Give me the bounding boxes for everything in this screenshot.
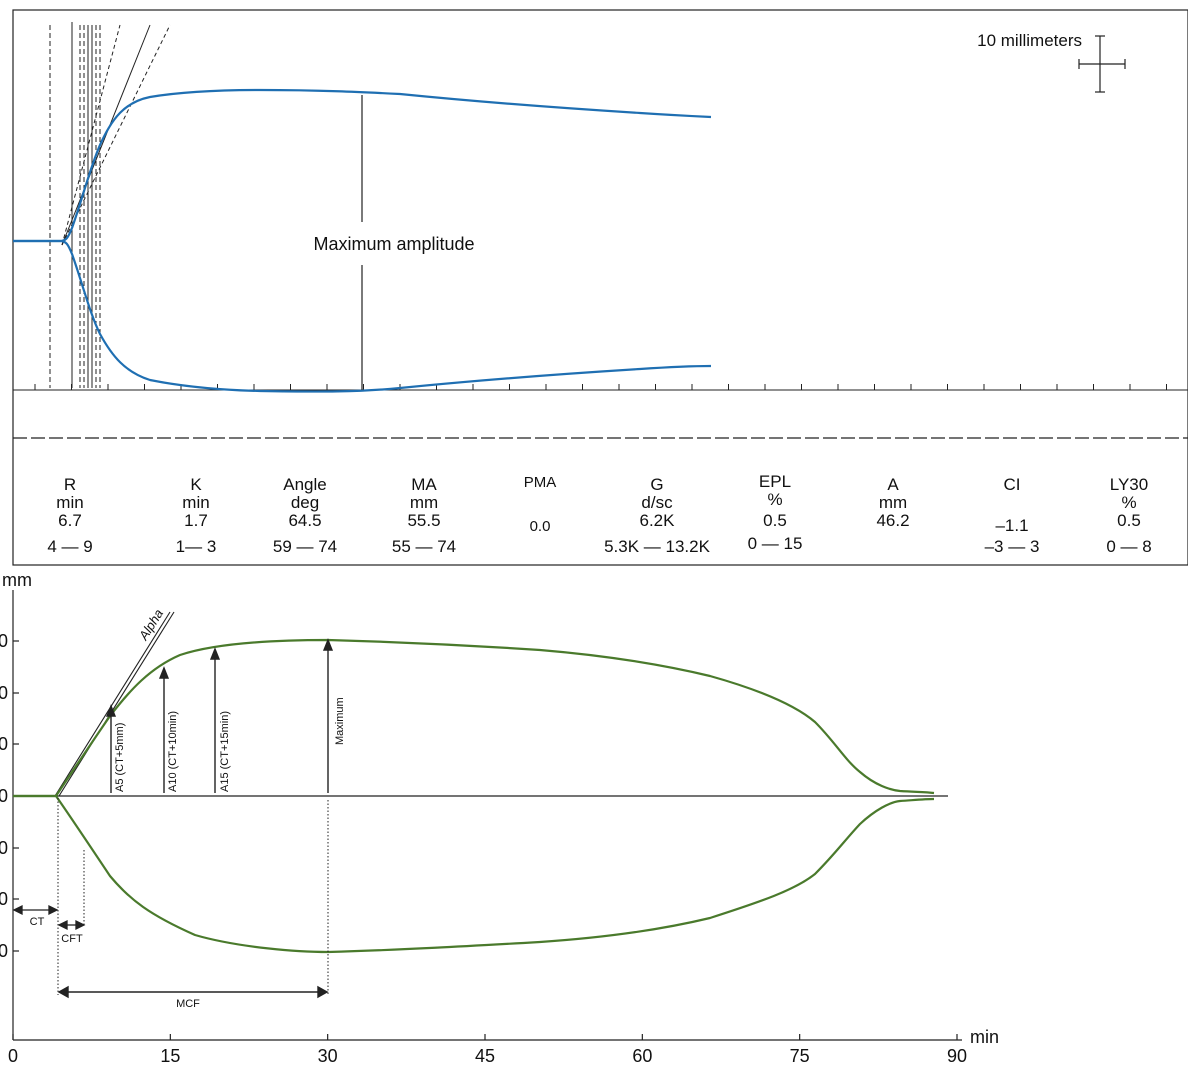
- teg-param-epl: EPL % 0.5 0 — 15: [748, 472, 803, 553]
- param-unit: deg: [291, 493, 319, 512]
- teg-parameter-table: R min 6.7 4 — 9 K min 1.7 1— 3 Angle deg…: [47, 472, 1151, 556]
- param-unit: %: [767, 490, 782, 509]
- teg-trace-lower: [13, 239, 712, 393]
- rotem-y-tick-label: 0: [0, 786, 8, 806]
- rotem-y-unit: mm: [2, 570, 32, 590]
- teg-scale-cross-icon: [1078, 35, 1126, 93]
- param-range: 1— 3: [176, 537, 217, 556]
- param-name: Angle: [283, 475, 326, 494]
- param-range: 59 — 74: [273, 537, 337, 556]
- param-value: 55.5: [407, 511, 440, 530]
- rotem-cft-arrow: [57, 919, 86, 931]
- param-value: 64.5: [288, 511, 321, 530]
- rotem-x-tick-label: 60: [632, 1046, 652, 1066]
- param-value: 0.5: [1117, 511, 1141, 530]
- teg-panel-border: [12, 9, 1188, 566]
- param-name: CI: [1004, 475, 1021, 494]
- param-unit: d/sc: [641, 493, 673, 512]
- param-value: 6.2K: [640, 511, 676, 530]
- param-unit: min: [56, 493, 83, 512]
- teg-trace-upper: [13, 88, 712, 243]
- rotem-ct-arrow: [12, 904, 59, 916]
- param-range: 0 — 15: [748, 534, 803, 553]
- param-name: MA: [411, 475, 437, 494]
- rotem-trace-lower: [13, 794, 935, 954]
- teg-param-ly30: LY30 % 0.5 0 — 8: [1106, 475, 1151, 556]
- param-name: K: [190, 475, 202, 494]
- param-value: 0.5: [763, 511, 787, 530]
- rotem-x-tick-label: 90: [947, 1046, 967, 1066]
- rotem-mcf-arrow: [57, 985, 329, 999]
- rotem-mcf-label: MCF: [176, 998, 200, 1010]
- rotem-y-tick-label: 0: [0, 889, 8, 909]
- rotem-a15-label: A15 (CT+15min): [219, 711, 231, 792]
- rotem-alpha-tangent-2: [58, 611, 175, 797]
- rotem-maximum-label: Maximum: [334, 697, 346, 745]
- rotem-trace-upper: [13, 638, 935, 798]
- param-unit: min: [182, 493, 209, 512]
- rotem-x-unit: min: [970, 1027, 999, 1047]
- rotem-x-tick-label: 0: [8, 1046, 18, 1066]
- teg-param-a: A mm 46.2: [876, 475, 909, 530]
- teg-param-r: R min 6.7 4 — 9: [47, 475, 92, 556]
- param-unit: mm: [879, 493, 907, 512]
- rotem-y-tick-label: 0: [0, 941, 8, 961]
- param-value: –1.1: [995, 516, 1028, 535]
- param-value: 46.2: [876, 511, 909, 530]
- rotem-y-ticks: 0 0 0 0 0 0 0: [0, 631, 19, 961]
- rotem-x-tick-label: 30: [318, 1046, 338, 1066]
- teg-ma-label: Maximum amplitude: [313, 234, 474, 254]
- param-range: 55 — 74: [392, 537, 456, 556]
- rotem-cft-label: CFT: [61, 933, 83, 945]
- rotem-y-tick-label: 0: [0, 838, 8, 858]
- param-value: 6.7: [58, 511, 82, 530]
- teg-param-ci: CI –1.1 –3 — 3: [985, 475, 1040, 556]
- rotem-x-tick-label: 75: [790, 1046, 810, 1066]
- rotem-x-ticks: 0 15 30 45 60 75 90: [8, 1034, 967, 1066]
- rotem-alpha-tangent: [54, 611, 171, 797]
- rotem-x-tick-label: 45: [475, 1046, 495, 1066]
- rotem-a10-label: A10 (CT+10min): [167, 711, 179, 792]
- param-name: G: [650, 475, 663, 494]
- param-name: PMA: [524, 474, 557, 491]
- param-value: 1.7: [184, 511, 208, 530]
- param-name: A: [887, 475, 899, 494]
- teg-param-ma: MA mm 55.5 55 — 74: [392, 475, 456, 556]
- rotem-dotted-guides: [57, 798, 329, 995]
- teg-param-angle: Angle deg 64.5 59 — 74: [273, 475, 337, 556]
- rotem-ct-label: CT: [30, 916, 45, 928]
- teg-scale-label: 10 millimeters: [977, 31, 1082, 50]
- rotem-y-tick-label: 0: [0, 631, 8, 651]
- param-range: 5.3K — 13.2K: [604, 537, 711, 556]
- teg-param-g: G d/sc 6.2K 5.3K — 13.2K: [604, 475, 711, 556]
- rotem-x-tick-label: 15: [160, 1046, 180, 1066]
- param-range: 4 — 9: [47, 537, 92, 556]
- rotem-a5-label: A5 (CT+5mm): [114, 723, 126, 792]
- param-value: 0.0: [530, 518, 551, 535]
- param-name: R: [64, 475, 76, 494]
- teg-panel: Maximum amplitude 10 millimeters R min 6…: [12, 9, 1188, 566]
- param-unit: mm: [410, 493, 438, 512]
- param-name: LY30: [1110, 475, 1148, 494]
- param-name: EPL: [759, 472, 791, 491]
- param-unit: %: [1121, 493, 1136, 512]
- rotem-y-tick-label: 0: [0, 734, 8, 754]
- param-range: –3 — 3: [985, 537, 1040, 556]
- rotem-amplitude-arrows: [105, 638, 334, 793]
- param-range: 0 — 8: [1106, 537, 1151, 556]
- teg-param-pma: PMA 0.0: [524, 474, 557, 535]
- teg-param-k: K min 1.7 1— 3: [176, 475, 217, 556]
- rotem-y-tick-label: 0: [0, 683, 8, 703]
- teg-guide-lines: [49, 22, 101, 388]
